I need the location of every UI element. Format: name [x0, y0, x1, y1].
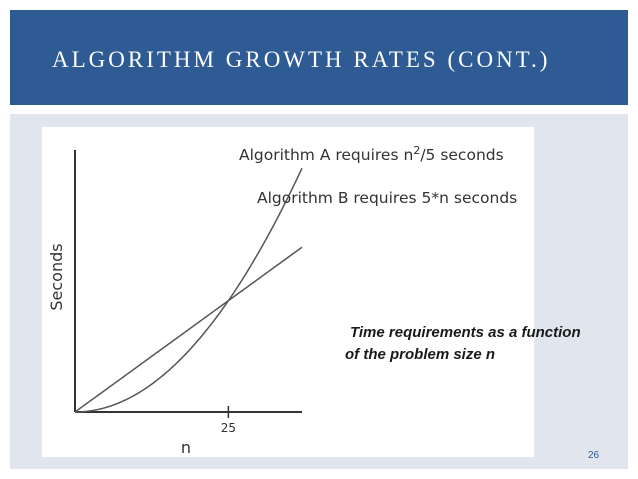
- series-a-label: Algorithm A requires n2/5 seconds: [239, 144, 504, 164]
- chart-caption: Time requirements as a function of the p…: [340, 322, 630, 366]
- slide-title: ALGORITHM GROWTH RATES (CONT.): [52, 47, 551, 72]
- title-band: [10, 10, 628, 105]
- series-b-line: [74, 246, 303, 413]
- chart-figure: 25 n Seconds Algorithm A requires n2/5 s…: [42, 127, 534, 457]
- page-number: 26: [588, 450, 600, 461]
- caption-line-1: Time requirements as a function: [350, 324, 581, 341]
- x-axis-label: n: [181, 438, 191, 457]
- series-a-line: [74, 167, 303, 413]
- y-axis-label: Seconds: [47, 243, 66, 310]
- series-b-label: Algorithm B requires 5*n seconds: [257, 189, 517, 207]
- caption-line-2: of the problem size n: [345, 346, 496, 363]
- x-tick-label: 25: [221, 421, 236, 435]
- growth-rate-chart: 25 n Seconds Algorithm A requires n2/5 s…: [47, 144, 517, 457]
